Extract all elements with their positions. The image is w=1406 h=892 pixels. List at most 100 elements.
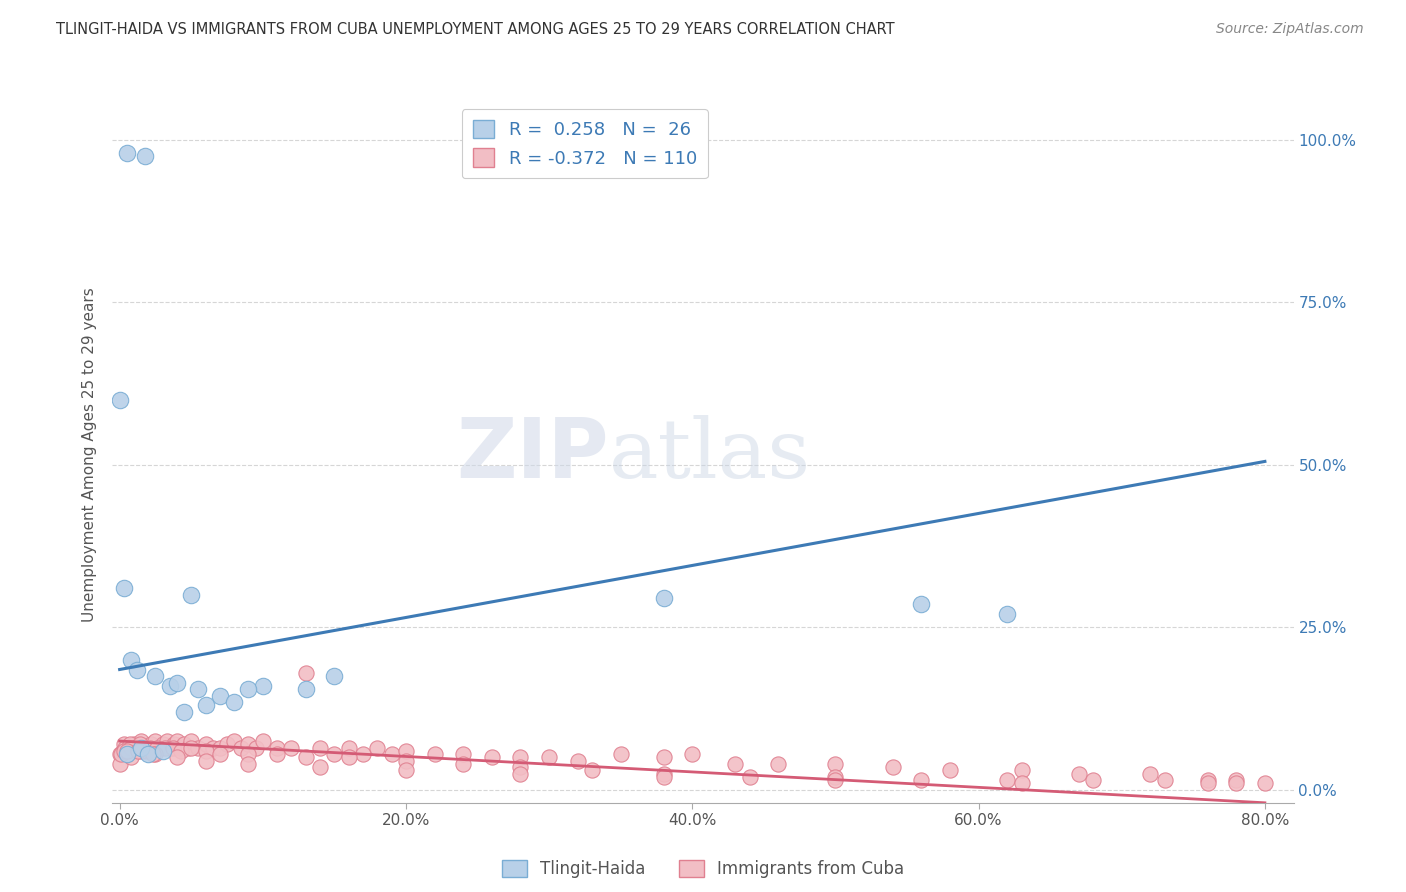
Point [824,772,846,787]
Point [766,756,789,771]
Point [159,679,181,693]
Point [129,734,152,748]
Point [180,740,202,755]
Point [129,744,152,758]
Point [652,750,675,764]
Point [294,681,316,696]
Point [152,737,174,751]
Point [352,747,374,761]
Point [187,740,209,755]
Point [173,705,195,719]
Point [145,669,167,683]
Point [201,740,224,755]
Point [238,681,260,696]
Point [395,744,418,758]
Point [208,689,231,703]
Point [152,744,174,758]
Point [224,734,246,748]
Point [681,747,703,761]
Point [128,737,150,751]
Point [111,744,134,758]
Point [115,145,138,160]
Point [118,737,141,751]
Point [939,764,962,778]
Point [381,747,404,761]
Point [108,756,131,771]
Point [120,750,142,764]
Text: Source: ZipAtlas.com: Source: ZipAtlas.com [1216,22,1364,37]
Text: ZIP: ZIP [456,415,609,495]
Point [180,588,202,602]
Point [166,734,188,748]
Point [145,747,167,761]
Point [139,737,162,751]
Point [395,754,418,768]
Point [138,740,160,755]
Point [451,747,474,761]
Point [280,740,302,755]
Point [252,679,274,693]
Point [125,663,148,677]
Point [1254,776,1277,790]
Point [1197,772,1219,787]
Point [194,744,217,758]
Point [173,737,195,751]
Legend: Tlingit-Haida, Immigrants from Cuba: Tlingit-Haida, Immigrants from Cuba [495,854,911,885]
Point [995,607,1018,622]
Point [163,737,186,751]
Point [1011,776,1033,790]
Point [323,669,346,683]
Point [187,681,209,696]
Point [162,740,184,755]
Point [824,770,846,784]
Point [294,750,316,764]
Point [120,653,142,667]
Point [114,740,136,755]
Point [538,750,561,764]
Point [481,750,503,764]
Point [208,740,231,755]
Point [609,747,631,761]
Point [395,764,418,778]
Point [132,740,155,755]
Point [146,740,169,755]
Point [125,740,148,755]
Point [652,591,675,605]
Point [724,756,747,771]
Point [166,675,188,690]
Point [910,598,932,612]
Point [567,754,589,768]
Point [238,756,260,771]
Point [142,747,165,761]
Point [194,754,217,768]
Point [231,740,253,755]
Point [110,747,132,761]
Point [995,772,1018,787]
Point [134,149,156,163]
Point [170,744,193,758]
Point [337,750,360,764]
Text: TLINGIT-HAIDA VS IMMIGRANTS FROM CUBA UNEMPLOYMENT AMONG AGES 25 TO 29 YEARS COR: TLINGIT-HAIDA VS IMMIGRANTS FROM CUBA UN… [56,22,894,37]
Point [115,747,138,761]
Point [509,760,531,774]
Point [129,740,152,755]
Point [1197,776,1219,790]
Point [366,740,388,755]
Point [166,750,188,764]
Point [423,747,446,761]
Point [1081,772,1104,787]
Point [1139,766,1161,780]
Point [309,760,332,774]
Point [824,756,846,771]
Point [581,764,603,778]
Point [252,734,274,748]
Point [180,734,202,748]
Point [910,772,932,787]
Point [1153,772,1175,787]
Point [323,747,346,761]
Point [1011,764,1033,778]
Point [652,770,675,784]
Point [652,766,675,780]
Point [1225,776,1247,790]
Point [215,737,238,751]
